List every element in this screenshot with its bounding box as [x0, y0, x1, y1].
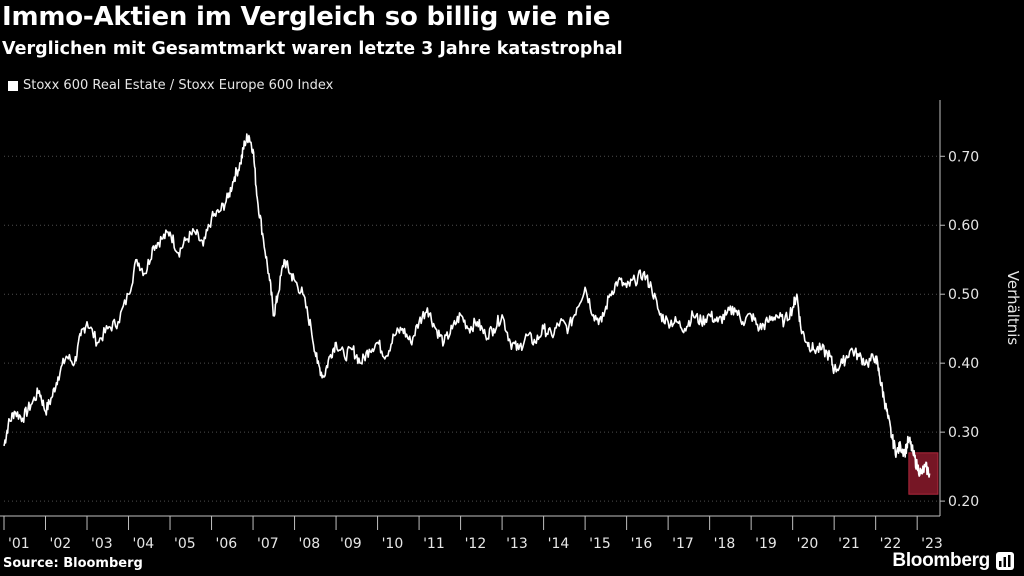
bloomberg-mark-icon [996, 552, 1014, 570]
x-tick-label: '18 [714, 536, 736, 552]
x-tick-label: '02 [50, 536, 72, 552]
axes [0, 100, 945, 530]
y-axis-label: Verhältnis [1004, 271, 1022, 346]
y-tick-label: 0.50 [948, 287, 979, 303]
chart-subtitle: Verglichen mit Gesamtmarkt waren letzte … [2, 39, 623, 59]
logo-text: Bloomberg [892, 550, 990, 571]
x-tick-label: '08 [299, 536, 321, 552]
x-tick-label: '13 [506, 536, 528, 552]
x-tick-label: '05 [174, 536, 196, 552]
legend-label: Stoxx 600 Real Estate / Stoxx Europe 600… [23, 78, 334, 93]
x-tick-label: '16 [631, 536, 653, 552]
x-tick-label: '04 [133, 536, 155, 552]
y-tick-label: 0.20 [948, 494, 979, 510]
x-tick-label: '11 [423, 536, 445, 552]
chart-legend: Stoxx 600 Real Estate / Stoxx Europe 600… [8, 78, 333, 93]
x-tick-label: '22 [880, 536, 902, 552]
x-tick-label: '12 [465, 536, 487, 552]
highlight-region-layer [908, 452, 939, 495]
series-layer [3, 133, 931, 478]
legend-swatch [8, 80, 18, 91]
source-note: Source: Bloomberg [3, 556, 143, 571]
x-tick-label: '10 [382, 536, 404, 552]
series-line [3, 133, 931, 478]
y-tick-label: 0.30 [948, 425, 979, 441]
y-tick-label: 0.40 [948, 356, 979, 372]
chart-title: Immo-Aktien im Vergleich so billig wie n… [2, 2, 611, 32]
x-tick-label: '09 [340, 536, 362, 552]
grid-lines [4, 155, 940, 502]
x-tick-label: '01 [8, 536, 30, 552]
x-tick-label: '20 [797, 536, 819, 552]
bloomberg-logo: Bloomberg [892, 550, 1014, 572]
x-tick-label: '19 [755, 536, 777, 552]
y-tick-label: 0.70 [948, 149, 979, 165]
x-tick-label: '23 [921, 536, 943, 552]
y-tick-label: 0.60 [948, 218, 979, 234]
tick-labels: 0.20 0.30 0.40 0.50 0.60 0.70 '01 '02 '03 '04 '05 '… [8, 149, 1022, 552]
highlight-region [908, 452, 939, 495]
x-tick-label: '07 [257, 536, 279, 552]
x-tick-label: '15 [589, 536, 611, 552]
x-tick-label: '17 [672, 536, 694, 552]
x-tick-label: '06 [216, 536, 238, 552]
x-tick-label: '14 [548, 536, 570, 552]
x-tick-label: '03 [91, 536, 113, 552]
x-tick-label: '21 [838, 536, 860, 552]
